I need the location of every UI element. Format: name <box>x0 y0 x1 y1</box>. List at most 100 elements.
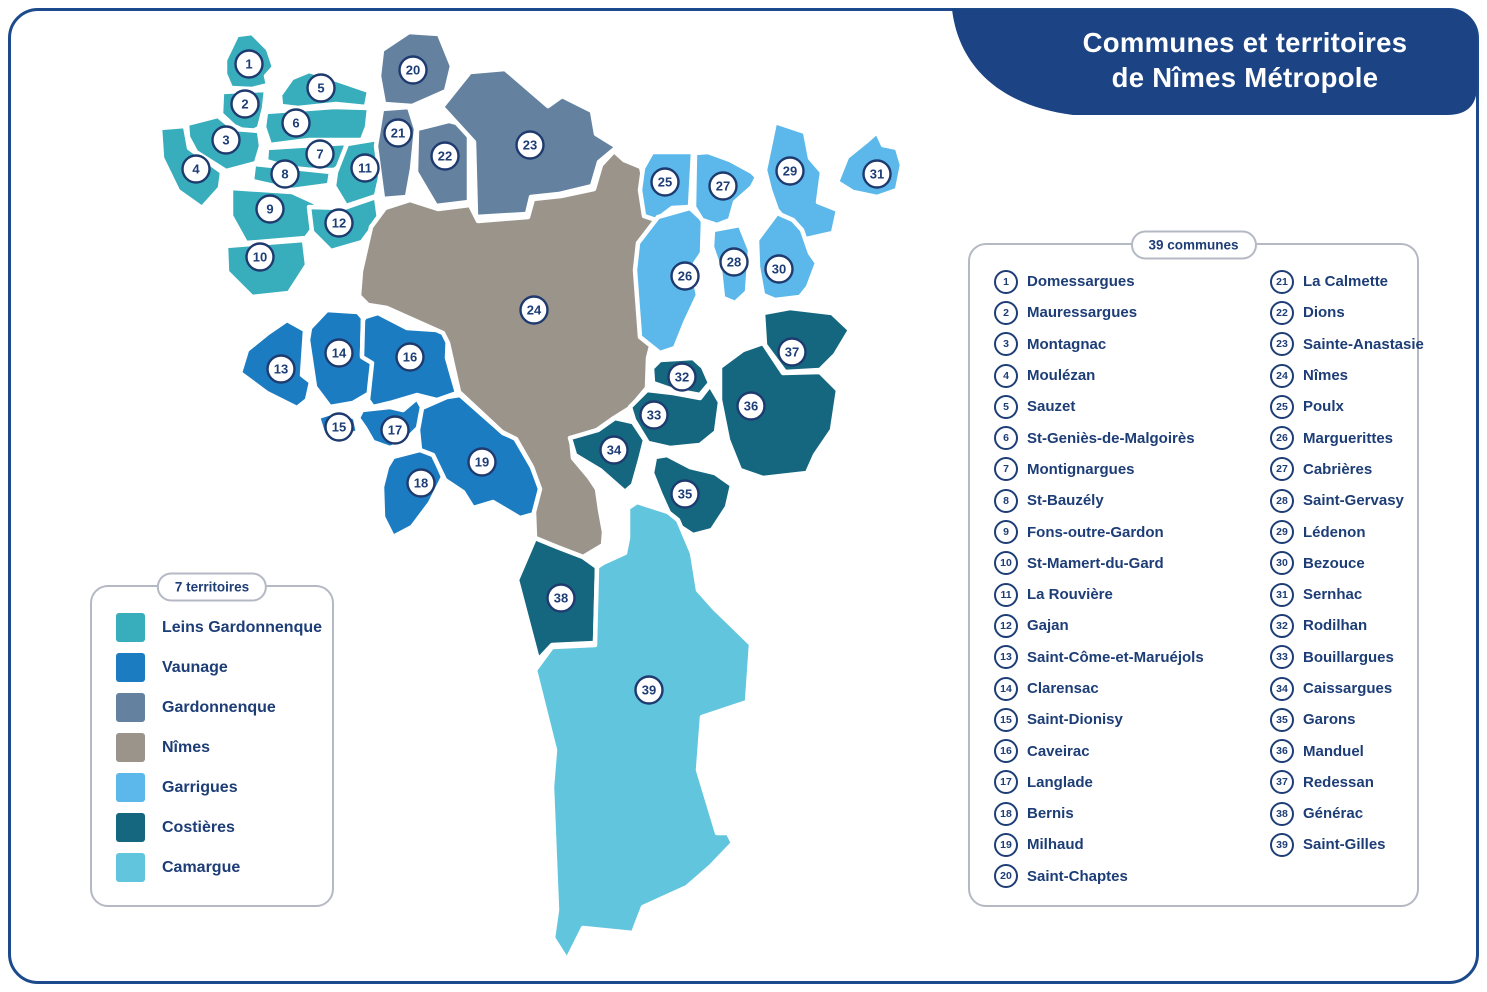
commune-name: Manduel <box>1303 742 1364 760</box>
commune-number-badge: 10 <box>994 551 1018 576</box>
commune-list-item-33: 33 Bouillargues <box>1270 642 1435 673</box>
commune-name: Bezouce <box>1303 554 1365 572</box>
commune-number-badge: 2 <box>994 300 1018 325</box>
marker-number: 21 <box>391 126 405 141</box>
legend-item-vaunage: Vaunage <box>116 653 332 682</box>
commune-list-item-35: 35 Garons <box>1270 704 1435 735</box>
marker-number: 31 <box>870 167 884 182</box>
map-markers-layer: 1234567891011121314151617181920212223242… <box>181 49 892 705</box>
marker-circle <box>406 468 436 498</box>
map-marker-19: 19 <box>467 447 497 477</box>
communes-list-panel: 39 communes 1 Domessargues 2 Mauressargues 3… <box>968 230 1424 907</box>
commune-number-badge: 1 <box>994 269 1018 294</box>
commune-list-item-28: 28 Saint-Gervasy <box>1270 485 1435 516</box>
map-marker-12: 12 <box>324 208 354 238</box>
map-marker-6: 6 <box>281 108 311 138</box>
legend-item-n-mes: Nîmes <box>116 733 332 762</box>
marker-circle <box>634 675 664 705</box>
marker-number: 9 <box>266 202 273 217</box>
legend-item-costi-res: Costières <box>116 813 332 842</box>
territory-color-swatch <box>116 813 145 842</box>
commune-name: Redessan <box>1303 773 1374 791</box>
marker-number: 7 <box>316 147 323 162</box>
commune-name: Saint-Gilles <box>1303 836 1386 854</box>
marker-number: 17 <box>388 423 402 438</box>
commune-number-badge: 9 <box>994 520 1018 545</box>
commune-name: Nîmes <box>1303 367 1349 385</box>
map-marker-14: 14 <box>324 338 354 368</box>
commune-name: Saint-Gervasy <box>1303 492 1404 510</box>
marker-circle <box>736 391 766 421</box>
territories-pill: 7 territoires <box>156 572 268 602</box>
commune-list-item-2: 2 Mauressargues <box>994 297 1246 328</box>
marker-circle <box>306 73 336 103</box>
commune-name: Montignargues <box>1027 460 1135 478</box>
map-marker-37: 37 <box>777 337 807 367</box>
marker-number: 28 <box>727 255 741 270</box>
commune-name: Langlade <box>1027 773 1093 791</box>
commune-name: Caveirac <box>1027 742 1090 760</box>
commune-list-item-30: 30 Bezouce <box>1270 548 1435 579</box>
map-marker-17: 17 <box>380 415 410 445</box>
map-marker-15: 15 <box>324 412 354 442</box>
map-marker-11: 11 <box>350 153 380 183</box>
marker-number: 39 <box>642 683 656 698</box>
commune-number-badge: 31 <box>1270 582 1294 607</box>
territory-label: Garrigues <box>162 778 238 796</box>
territory-label: Camargue <box>162 858 241 876</box>
map-marker-16: 16 <box>395 342 425 372</box>
marker-circle <box>708 171 738 201</box>
commune-list-item-14: 14 Clarensac <box>994 673 1246 704</box>
map-marker-18: 18 <box>406 468 436 498</box>
commune-number-badge: 20 <box>994 864 1018 889</box>
communes-column-left: 1 Domessargues 2 Mauressargues 3 Montagnac 4 Mo… <box>970 245 1246 905</box>
map-marker-3: 3 <box>211 125 241 155</box>
marker-circle <box>266 354 296 384</box>
commune-number-badge: 7 <box>994 457 1018 482</box>
commune-list-item-24: 24 Nîmes <box>1270 360 1435 391</box>
commune-name: Bernis <box>1027 805 1074 823</box>
commune-list-item-7: 7 Montignargues <box>994 454 1246 485</box>
marker-number: 26 <box>678 269 692 284</box>
map-marker-33: 33 <box>639 400 669 430</box>
commune-name: Caissargues <box>1303 680 1393 697</box>
commune-name: Montagnac <box>1027 335 1107 353</box>
commune-list-item-8: 8 St-Bauzély <box>994 485 1246 516</box>
marker-number: 13 <box>274 362 288 377</box>
marker-number: 29 <box>783 164 797 179</box>
commune-name: Gajan <box>1027 617 1069 635</box>
marker-circle <box>255 194 285 224</box>
commune-list-item-10: 10 St-Mamert-du-Gard <box>994 548 1246 579</box>
marker-circle <box>230 89 260 119</box>
map-marker-35: 35 <box>670 479 700 509</box>
commune-number-badge: 23 <box>1270 332 1294 357</box>
map-marker-20: 20 <box>398 55 428 85</box>
map-marker-21: 21 <box>383 118 413 148</box>
commune-number-badge: 39 <box>1270 832 1294 857</box>
commune-name: Clarensac <box>1027 680 1099 697</box>
marker-circle <box>599 435 629 465</box>
marker-number: 8 <box>281 167 288 182</box>
marker-circle <box>305 139 335 169</box>
commune-number-badge: 3 <box>994 332 1018 357</box>
commune-name: Générac <box>1303 805 1364 823</box>
commune-number-badge: 27 <box>1270 457 1294 482</box>
marker-circle <box>270 159 300 189</box>
communes-column-right: 21 La Calmette 22 Dions 23 Sainte-Anastasie 24… <box>1246 245 1435 905</box>
page-title-line2: de Nîmes Métropole <box>1111 62 1379 93</box>
marker-number: 32 <box>675 370 689 385</box>
map-marker-4: 4 <box>181 154 211 184</box>
commune-list-item-23: 23 Sainte-Anastasie <box>1270 329 1435 360</box>
commune-number-badge: 25 <box>1270 394 1294 419</box>
commune-name: Garons <box>1303 711 1356 729</box>
commune-name: Poulx <box>1303 398 1344 416</box>
territory-color-swatch <box>116 653 145 682</box>
marker-number: 15 <box>332 420 346 435</box>
map-marker-7: 7 <box>305 139 335 169</box>
commune-number-badge: 8 <box>994 488 1018 513</box>
marker-circle <box>670 261 700 291</box>
marker-number: 12 <box>332 216 346 231</box>
map-marker-22: 22 <box>430 141 460 171</box>
marker-number: 20 <box>406 63 420 78</box>
marker-number: 4 <box>192 162 200 177</box>
